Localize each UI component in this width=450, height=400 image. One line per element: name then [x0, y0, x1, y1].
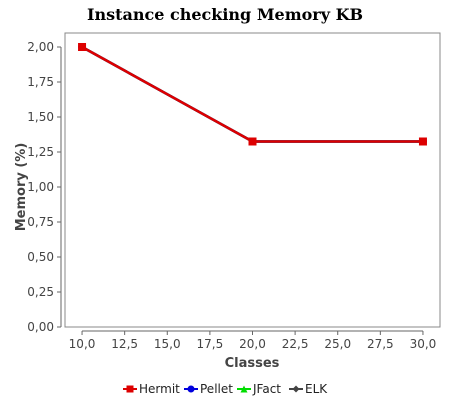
x-tick-label: 22,5	[282, 337, 309, 351]
x-tick-label: 30,0	[410, 337, 437, 351]
chart-title: Instance checking Memory KB	[87, 5, 363, 24]
series-lines	[78, 43, 427, 146]
plot-area	[64, 32, 441, 328]
series-hermit	[78, 43, 427, 146]
legend-label: ELK	[305, 382, 328, 396]
legend: Hermit Pellet JFact ELK	[123, 382, 328, 396]
x-tick-label: 10,0	[69, 337, 96, 351]
legend-marker	[187, 385, 195, 393]
legend-marker	[240, 385, 248, 393]
data-point	[248, 137, 257, 146]
y-tick-label: 0,75	[27, 215, 54, 229]
legend-marker	[126, 385, 134, 393]
y-tick-label: 0,00	[27, 320, 54, 334]
x-axis-label: Classes	[225, 356, 280, 371]
y-axis-label: Memory (%)	[14, 143, 29, 232]
x-tick-label: 20,0	[239, 337, 266, 351]
x-tick-label: 27,5	[367, 337, 394, 351]
x-tick-label: 17,5	[197, 337, 224, 351]
x-tick-label: 15,0	[154, 337, 181, 351]
legend-item-elk: ELK	[289, 382, 328, 396]
y-tick-label: 1,50	[27, 110, 54, 124]
y-tick-label: 2,00	[27, 40, 54, 54]
legend-item-pellet: Pellet	[184, 382, 233, 396]
data-point	[78, 43, 87, 51]
y-tick-label: 0,25	[27, 285, 54, 299]
x-tick-label: 25,0	[324, 337, 351, 351]
y-tick-label: 1,25	[27, 145, 54, 159]
x-axis: 10,0 12,5 15,0 17,5 20,0 22,5 25,0 27,5 30,0	[69, 330, 437, 351]
legend-item-jfact: JFact	[237, 382, 281, 396]
y-axis: 0,00 0,25 0,50 0,75 1,00 1,25 1,50 1,75 2,00	[27, 40, 62, 334]
legend-marker	[292, 385, 300, 393]
legend-label: Pellet	[200, 382, 233, 396]
data-point	[418, 137, 427, 146]
y-tick-label: 1,00	[27, 180, 54, 194]
y-tick-label: 1,75	[27, 75, 54, 89]
legend-label: Hermit	[139, 382, 180, 396]
legend-item-hermit: Hermit	[123, 382, 180, 396]
legend-label: JFact	[252, 382, 281, 396]
y-tick-label: 0,50	[27, 250, 54, 264]
x-tick-label: 12,5	[111, 337, 138, 351]
